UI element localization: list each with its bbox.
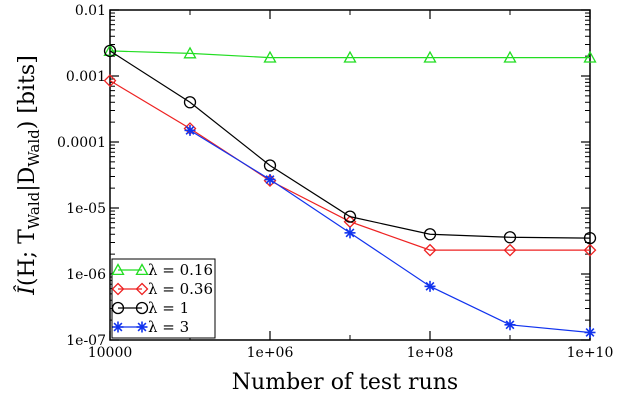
series-1 [103,44,597,63]
legend-marker [111,263,125,276]
data-point [264,174,276,186]
data-point [584,326,596,338]
star-stroke [137,322,147,332]
x-axis-title: Number of test runs [232,370,458,395]
data-point [423,243,437,257]
series-line [189,129,591,334]
y-tick-label: 1e-06 [66,267,106,283]
data-point [183,96,197,109]
x-tick-label: 1e+06 [247,345,294,361]
y-axis-title: Î(H; TWald|DWald) [bits] [13,55,43,296]
data-point [424,280,436,292]
legend-entry-1: λ = 0.16 [111,261,213,279]
series-line [109,80,590,251]
star-stroke [185,125,195,135]
legend-label: λ = 3 [148,318,189,336]
x-tick-label: 1e+10 [567,345,614,361]
data-point [103,44,117,58]
star-stroke [505,320,515,330]
legend-marker [136,321,148,333]
x-tick-label: 10000 [88,345,133,361]
series-line [109,50,591,239]
data-point [343,50,357,63]
legend-marker [111,301,125,315]
series-3 [103,44,597,245]
y-axis-title-hat-i: Î [13,285,40,296]
y-axis-title-mid: |D [15,167,40,192]
data-point [263,50,277,63]
y-tick-label: 0.0001 [57,135,106,151]
data-point [183,46,197,59]
y-tick-label: 1e-07 [66,333,106,349]
data-point [184,124,196,136]
data-point [503,243,517,257]
data-point [583,50,597,63]
legend: λ = 0.16λ = 0.36λ = 1λ = 3 [111,258,216,339]
legend-entry-3: λ = 1 [111,299,189,317]
legend-marker [135,263,149,276]
series-4 [184,124,596,338]
star-stroke [113,322,123,332]
legend-marker [135,282,149,296]
star-stroke [585,328,595,337]
data-point [583,231,597,245]
star-stroke [425,281,435,291]
legend-label: λ = 1 [148,299,189,317]
y-tick-label: 0.001 [66,69,106,85]
y-axis-title-open: (H; T [15,229,40,286]
legend-marker [112,321,124,333]
data-point [423,50,437,63]
data-point [423,228,437,241]
data-point [103,44,117,56]
data-point [503,231,517,244]
axes: 10000 1e+06 1e+08 1e+10 0.01 0.001 0.0001 1e-05… [57,3,613,361]
y-tick-label: 1e-05 [66,201,106,217]
data-point [263,159,277,172]
series-line [109,50,590,59]
legend-label: λ = 0.16 [148,261,213,279]
data-point [103,74,117,88]
data-point [503,50,517,63]
y-axis-title-close: ) [bits] [15,55,40,129]
series-layer [103,44,597,338]
star-stroke [265,175,275,184]
y-tick-label: 0.01 [75,3,106,19]
data-point [583,243,597,257]
x-tick-label: 1e+08 [407,345,454,361]
y-axis-title-sub1: Wald [25,191,43,229]
data-point [344,227,356,239]
data-point [504,319,516,331]
legend-box [111,258,216,339]
data-point [343,210,357,223]
legend-marker [135,301,149,315]
legend-label: λ = 0.36 [148,280,213,298]
legend-entry-4: λ = 3 [112,318,189,336]
y-axis-title-sub2: Wald [25,129,43,167]
legend-entry-2: λ = 0.36 [111,280,213,298]
legend-marker [111,282,125,296]
star-stroke [345,228,355,238]
